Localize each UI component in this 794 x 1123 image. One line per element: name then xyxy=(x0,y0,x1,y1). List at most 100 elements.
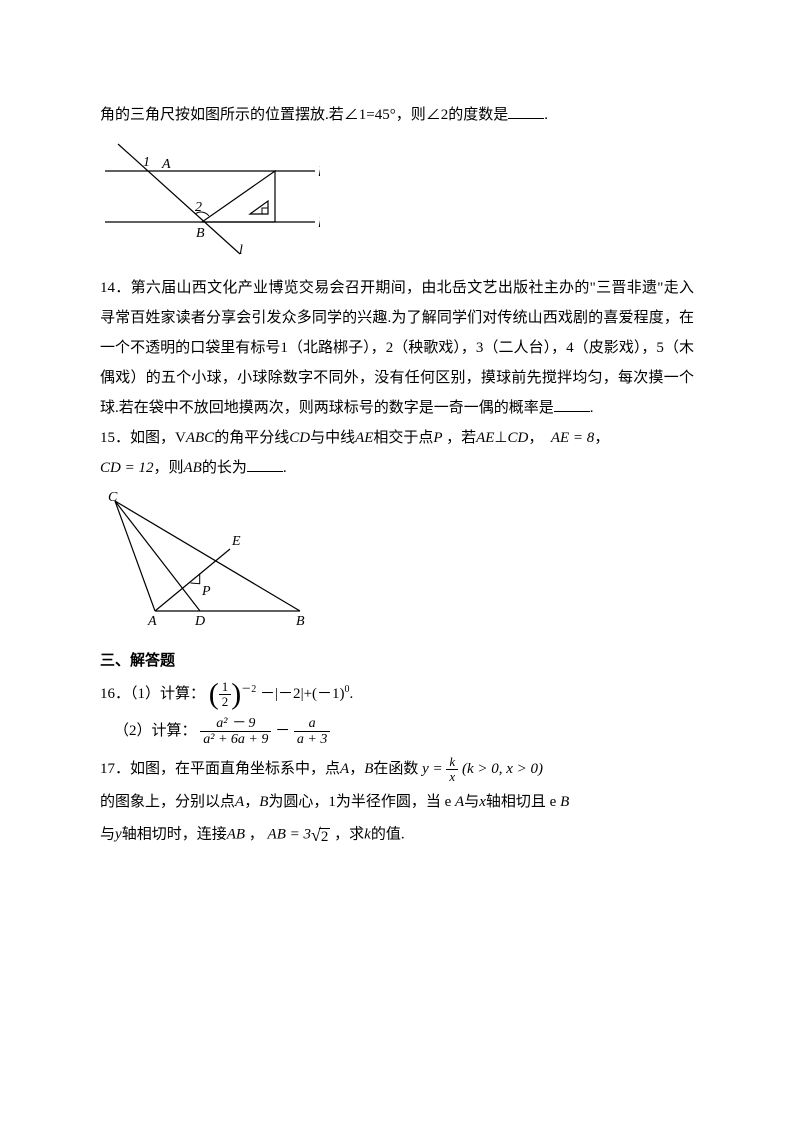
q14-blank xyxy=(554,396,590,412)
minus2: － xyxy=(275,723,290,739)
sqrt2: √2 xyxy=(311,817,330,853)
q15-text: 15．如图，VABC的角平分线CD与中线AE相交于点P ，若AE⊥CD， AE … xyxy=(100,423,694,483)
l2-label: l2 xyxy=(318,216,320,233)
q16-2: （2）计算： a² － 9a² + 6a + 9 － aa + 3 xyxy=(114,712,694,751)
q16-2-label: （2）计算： xyxy=(114,723,197,739)
q17-y: y xyxy=(115,826,122,842)
q14-body: 14．第六届山西文化产业博览交易会召开期间，由北岳文艺出版社主办的"三晋非遗"走… xyxy=(100,280,694,416)
sqrt-body: 2 xyxy=(319,828,331,846)
q15-ab: AB xyxy=(183,460,201,476)
q15-p: P xyxy=(433,430,446,446)
frac2-den: a² + 6a + 9 xyxy=(200,732,271,747)
q17-l3a: 与 xyxy=(100,826,115,842)
q17-l2b: 为圆心，1为半径作圆，当 e xyxy=(268,794,455,810)
page: 角的三角尺按如图所示的位置摆放.若∠1=45°，则∠2的度数是. 1 A 2 B… xyxy=(0,0,794,1123)
q17-A2: A xyxy=(235,794,244,810)
q15-svg: C A D B E P xyxy=(100,489,320,629)
half-den: 2 xyxy=(219,695,232,709)
q13-blank xyxy=(508,103,544,119)
q16-dot: . xyxy=(350,686,354,702)
half-num: 1 xyxy=(219,680,232,695)
q17-line2: 的图象上，分别以点A，B为圆心，1为半径作圆，当 e A与x轴相切且 e B xyxy=(100,787,694,817)
q17-B: B xyxy=(364,761,373,777)
angle2-label: 2 xyxy=(195,200,202,215)
q17-mid: 在函数 xyxy=(373,761,418,777)
frac2-num: a² － 9 xyxy=(200,716,271,732)
q15-ae: AE xyxy=(355,430,373,446)
q17-l3b: 轴相切时，连接 xyxy=(122,826,227,842)
q17-cond: (k > 0, x > 0) xyxy=(462,761,543,777)
q17-ab: AB xyxy=(227,826,249,842)
q17-c1: ， xyxy=(349,761,364,777)
neg1: (－1) xyxy=(312,686,345,702)
E-label: E xyxy=(231,534,241,549)
abs-inner: －2 xyxy=(278,686,301,702)
q15-cd2: CD xyxy=(508,430,529,446)
q17-x: x xyxy=(479,794,486,810)
q16-num: 16．（1）计算： xyxy=(100,686,205,702)
q15-mid4: 相交于点 xyxy=(373,430,433,446)
q15-tail: ，则 xyxy=(153,460,183,476)
q15-mid3: 与中线 xyxy=(310,430,355,446)
q15-perp: ⊥ xyxy=(494,430,507,446)
angle1-label: 1 xyxy=(143,155,150,170)
frac3-den: a + 3 xyxy=(294,732,330,747)
lparen-icon: ( xyxy=(209,678,219,711)
q17-l3c: ， xyxy=(249,826,264,842)
q17-l2c: 与 xyxy=(464,794,479,810)
q15-ae2: AE xyxy=(476,430,494,446)
q17-l2d: 轴相切且 e xyxy=(486,794,560,810)
q15-blank xyxy=(247,456,283,472)
q15-mid2: 的角平分线 xyxy=(214,430,289,446)
q17-A3: A xyxy=(455,794,464,810)
q15-aeeq: AE = 8 xyxy=(551,430,594,446)
q13-figure: 1 A 2 B l1 l2 l xyxy=(100,136,694,267)
q15-V: V xyxy=(175,430,186,446)
exp-neg2: －2 xyxy=(241,684,256,695)
D-label: D xyxy=(194,614,205,629)
q17-abeq: AB = 3 xyxy=(268,826,311,842)
q13-text: 角的三角尺按如图所示的位置摆放.若∠1=45°，则∠2的度数是. xyxy=(100,100,694,130)
A-label: A xyxy=(161,157,171,172)
frac3-num: a xyxy=(294,716,330,732)
q15-tail2: 的长为 xyxy=(202,460,247,476)
plus1: + xyxy=(304,686,312,702)
A-label: A xyxy=(147,614,157,629)
frac2: a² － 9a² + 6a + 9 xyxy=(200,716,271,748)
P-label: P xyxy=(201,584,211,599)
q13-lead: 角的三角尺按如图所示的位置摆放.若∠1=45°，则∠2的度数是 xyxy=(100,107,508,123)
q15-cd: CD xyxy=(289,430,310,446)
q17-line1: 17．如图，在平面直角坐标系中，点A，B在函数 y = kx (k > 0, x… xyxy=(100,751,694,787)
C-label: C xyxy=(108,490,118,505)
kx-frac: kx xyxy=(446,755,458,785)
q17-prefix: 17．如图，在平面直角坐标系中，点 xyxy=(100,761,340,777)
q17-k: k xyxy=(364,826,371,842)
q17-l2a: 的图象上，分别以点 xyxy=(100,794,235,810)
rparen-icon: ) xyxy=(231,678,241,711)
half-frac: 12 xyxy=(219,680,232,710)
q17-l3e: 的值. xyxy=(371,826,405,842)
q15-mid5: ，若 xyxy=(446,430,476,446)
q13-svg: 1 A 2 B l1 l2 l xyxy=(100,136,320,256)
q14-suffix: . xyxy=(590,400,594,416)
q17-l3d: ，求 xyxy=(330,826,364,842)
q15-cdeq: CD = 12 xyxy=(100,460,153,476)
q17-A: A xyxy=(340,761,349,777)
q17-B3: B xyxy=(560,794,569,810)
q15-c1: ， xyxy=(528,430,543,446)
q16-1: 16．（1）计算： (12)－2 －|－2|+(－1)0. xyxy=(100,676,694,712)
q15-prefix: 15．如图， xyxy=(100,430,175,446)
q17-B2: B xyxy=(259,794,268,810)
q15-suffix: . xyxy=(283,460,287,476)
B-label: B xyxy=(196,226,205,241)
B-label: B xyxy=(296,614,305,629)
q15-abc: ABC xyxy=(186,430,214,446)
l1-label: l1 xyxy=(318,165,320,182)
q17-c2: ， xyxy=(244,794,259,810)
q13-suffix: . xyxy=(544,107,548,123)
l-label: l xyxy=(239,243,243,256)
minus1: － xyxy=(260,686,275,702)
kx-num: k xyxy=(446,755,458,770)
q15-c2: ， xyxy=(594,430,609,446)
frac3: aa + 3 xyxy=(294,716,330,748)
